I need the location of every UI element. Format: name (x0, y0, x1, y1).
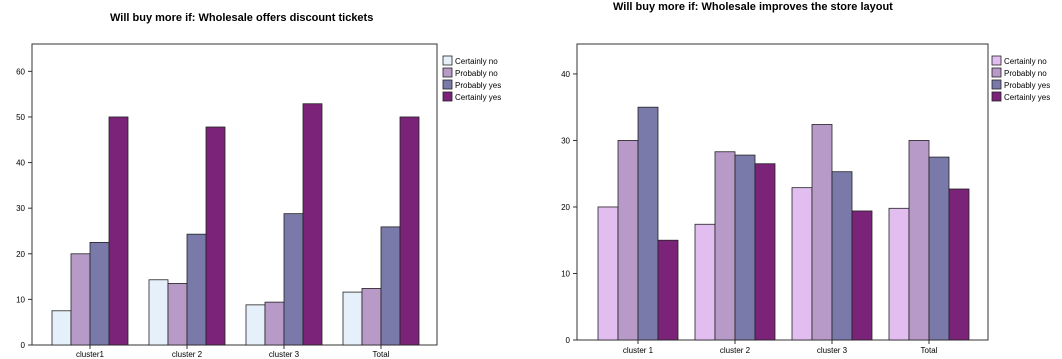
chart-1-bar (245, 304, 266, 346)
chart-2-bar (597, 206, 619, 341)
chart-2-category-label: cluster 2 (720, 346, 751, 355)
chart-2-bar (734, 154, 756, 341)
chart-1-title: Will buy more if: Wholesale offers disco… (110, 12, 374, 24)
chart-2-legend-swatch (991, 79, 1002, 90)
chart-2-legend-label: Probably yes (1004, 81, 1050, 90)
chart-2-bar (617, 140, 639, 341)
chart-2-plot-frame (576, 43, 989, 341)
chart-2-legend-label: Certainly yes (1004, 93, 1050, 102)
chart-1-bar (264, 301, 285, 346)
chart-1-bar (342, 291, 363, 346)
chart-2-ytick-label: 30 (561, 136, 570, 145)
chart-1-bar (283, 213, 304, 346)
chart-2-category-label: cluster 3 (817, 346, 848, 355)
chart-1-bar (51, 310, 72, 346)
chart-1-bar (380, 226, 401, 346)
chart-1-bar (89, 241, 110, 346)
chart-1-legend-label: Probably no (455, 69, 498, 78)
chart-1-plot-frame (31, 43, 438, 346)
chart-2-legend-label: Certainly no (1004, 57, 1047, 66)
chart-2-bar (908, 140, 930, 341)
chart-2-category-label: Total (921, 346, 938, 355)
chart-1-bar (205, 126, 226, 346)
chart-2-legend-swatch (991, 55, 1002, 66)
chart-1-legend-swatch (442, 79, 453, 90)
chart-2-bar (754, 163, 776, 341)
chart-1-ytick-label: 20 (16, 250, 25, 259)
chart-1-legend-swatch (442, 55, 453, 66)
chart-1-bar (302, 103, 323, 346)
chart-1-ytick-label: 0 (21, 341, 26, 350)
chart-2-bar (694, 223, 716, 341)
chart-2-bar (657, 239, 679, 341)
chart-1-bar (186, 233, 207, 346)
chart-2-bar (888, 207, 910, 341)
chart-2-legend-swatch (991, 91, 1002, 102)
chart-2-bar (714, 151, 736, 341)
chart-1-legend-label: Certainly yes (455, 93, 501, 102)
chart-2-ytick-label: 0 (566, 336, 571, 345)
chart-1-ytick-label: 30 (16, 204, 25, 213)
chart-2-bar (948, 188, 970, 341)
chart-2-bar (811, 124, 833, 341)
chart-2-ytick-label: 10 (561, 269, 570, 278)
chart-1-bar (108, 116, 129, 346)
chart-1-category-label: cluster1 (76, 350, 105, 359)
chart-2-bar (928, 156, 950, 341)
chart-2-title: Will buy more if: Wholesale improves the… (613, 1, 893, 13)
chart-2-category-label: cluster 1 (623, 346, 654, 355)
chart-1-category-label: Total (373, 350, 390, 359)
chart-1-bar (70, 253, 91, 346)
chart-2-ytick-label: 40 (561, 70, 570, 79)
chart-1-legend-label: Certainly no (455, 57, 498, 66)
chart-1-ytick-label: 50 (16, 113, 25, 122)
chart-2-legend-label: Probably no (1004, 69, 1047, 78)
chart-2-legend-swatch (991, 67, 1002, 78)
chart-2-ytick-label: 20 (561, 203, 570, 212)
chart-1-legend-label: Probably yes (455, 81, 501, 90)
chart-1-bar (167, 283, 188, 346)
chart-1-bar (361, 288, 382, 346)
chart-1-legend-swatch (442, 67, 453, 78)
chart-2-bar (637, 106, 659, 341)
chart-2-bar (831, 171, 853, 341)
chart-1-category-label: cluster 2 (172, 350, 203, 359)
chart-2-bar (791, 187, 813, 341)
chart-1-ytick-label: 10 (16, 295, 25, 304)
chart-1-ytick-label: 60 (16, 67, 25, 76)
chart-1-bar (399, 116, 420, 346)
chart-2-bar (851, 210, 873, 341)
chart-1-category-label: cluster 3 (269, 350, 300, 359)
chart-1-legend-swatch (442, 91, 453, 102)
chart-1-ytick-label: 40 (16, 159, 25, 168)
chart-1-bar (148, 279, 169, 346)
